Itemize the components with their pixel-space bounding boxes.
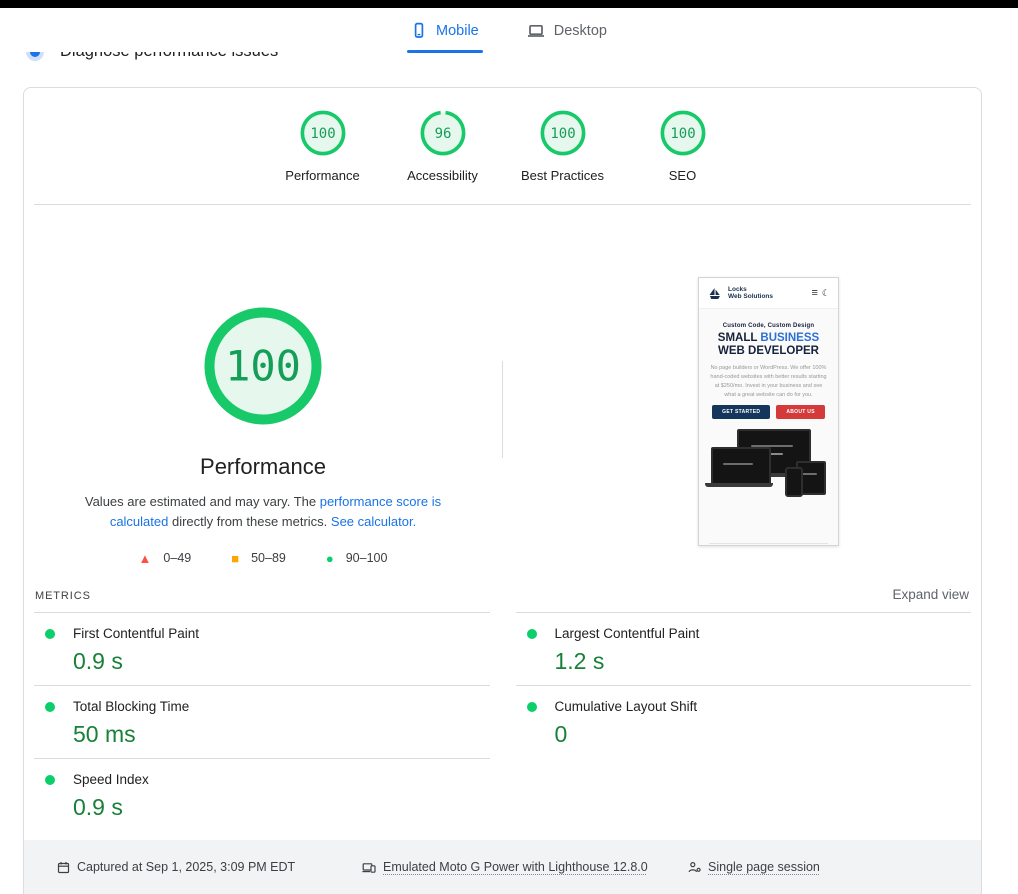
calendar-icon [57,861,70,873]
dark-mode-moon-icon: ☾ [821,287,830,298]
metrics-heading: METRICS [35,590,91,602]
metric-empty-cell [516,758,972,831]
legend-range: 90–100 [345,551,388,565]
top-black-bar [0,0,1018,8]
desktop-icon [527,24,544,37]
metric-value: 0.9 s [73,794,123,820]
metric-largest-contentful-paint: Largest Contentful Paint 1.2 s [515,612,971,685]
metric-first-contentful-paint: First Contentful Paint 0.9 s [34,612,490,685]
expand-view-button[interactable]: Expand view [892,587,969,602]
metric-name: Speed Index [73,772,149,787]
score-gauge-icon: 100 [540,110,585,156]
gauge-best-practices[interactable]: 100 Best Practices [503,109,623,183]
triangle-icon: ▲ [138,550,152,566]
performance-heading: Performance [200,454,326,479]
pass-dot-icon [45,701,55,712]
thumb-buttons-row: GET STARTED ABOUT US [699,404,838,419]
metric-name: Largest Contentful Paint [554,626,700,641]
metrics-header-row: METRICS Expand view [24,586,981,602]
footer-emulated-device[interactable]: Emulated Moto G Power with Lighthouse 12… [362,852,688,883]
metric-value: 1.2 s [554,648,605,674]
legend-average: ■ 50–89 [231,551,286,565]
category-scores-row: 100 Performance 96 Accessibility 100 Be [24,88,981,183]
metric-value: 0 [554,721,568,747]
gauge-label: Best Practices [520,168,605,183]
section-divider [34,204,971,205]
thumb-site-header: Locks Web Solutions ≡ ☾ [699,278,838,309]
thumb-eyebrow-heading: Custom Code, Custom Design [722,323,815,329]
screenshot-panel: Locks Web Solutions ≡ ☾ Custom Code, Cus… [502,205,981,546]
gauge-accessibility[interactable]: 96 Accessibility [383,109,503,183]
svg-text:100: 100 [670,126,695,142]
hamburger-menu-icon: ≡ [811,287,818,299]
legend-fail: ▲ 0–49 [139,551,192,565]
legend-range: 50–89 [251,551,286,565]
metric-speed-index: Speed Index 0.9 s [34,758,490,831]
pass-dot-icon [526,628,537,639]
gauge-seo[interactable]: 100 SEO [623,109,743,183]
svg-text:100: 100 [550,126,575,142]
performance-overview: 100 Performance Values are estimated and… [24,205,981,586]
gauge-label: Accessibility [407,168,478,183]
tab-mobile[interactable]: Mobile [405,16,485,53]
page-screenshot-thumbnail[interactable]: Locks Web Solutions ≡ ☾ Custom Code, Cus… [698,277,839,546]
metric-total-blocking-time: Total Blocking Time 50 ms [34,685,490,758]
lighthouse-report-card: 100 Performance 96 Accessibility 100 Be [23,87,982,894]
metric-value: 0.9 s [73,648,123,674]
tab-desktop[interactable]: Desktop [521,16,613,53]
footer-session-type[interactable]: Single page session [688,852,981,883]
score-gauge-icon: 96 [420,110,465,156]
see-calculator-link[interactable]: See calculator. [330,514,417,529]
metric-value: 50 ms [73,721,136,747]
performance-gauge-panel: 100 Performance Values are estimated and… [24,205,502,565]
metric-name: Cumulative Layout Shift [554,699,698,714]
score-description: Values are estimated and may vary. The p… [62,492,464,532]
score-legend: ▲ 0–49 ■ 50–89 ● 90–100 [24,551,502,565]
description-text: directly from these metrics. [168,514,331,529]
score-calculated-link[interactable]: performance score is calculated [109,494,442,529]
active-tab-underline [407,49,483,53]
devices-icon [362,862,376,873]
device-tabs-bar: Mobile Desktop [0,8,1018,53]
legend-range: 0–49 [163,551,192,565]
thumb-hero-paragraph: No page builders or WordPress. We offer … [710,365,827,398]
gauge-label: Performance [285,168,360,183]
svg-text:100: 100 [310,126,335,142]
thumb-devices-image [699,428,838,517]
metric-name: Total Blocking Time [73,699,190,714]
thumb-hero-title: SMALL BUSINESS WEB DEVELOPER [717,332,820,358]
vertical-divider [502,361,503,458]
svg-text:100: 100 [225,342,301,391]
svg-text:96: 96 [434,126,451,142]
tab-mobile-label: Mobile [436,22,479,39]
metric-name: First Contentful Paint [73,626,200,641]
metrics-grid: First Contentful Paint 0.9 s Largest Con… [34,612,971,831]
footer-captured-at: Captured at Sep 1, 2025, 3:09 PM EDT [57,852,362,883]
thumb-get-started-button: GET STARTED [712,404,771,419]
thumb-about-us-button: ABOUT US [776,404,825,419]
square-icon: ■ [231,550,240,566]
thumb-divider [709,542,828,544]
gauge-performance[interactable]: 100 Performance [263,109,383,183]
tab-desktop-label: Desktop [553,22,607,39]
person-icon [688,861,701,872]
mobile-icon [414,22,424,38]
metric-cumulative-layout-shift: Cumulative Layout Shift 0 [515,685,971,758]
pass-dot-icon [45,774,55,785]
pass-dot-icon [45,628,55,639]
site-logo-text: Locks Web Solutions [728,285,774,300]
circle-icon: ● [325,550,334,566]
performance-score-gauge-icon[interactable]: 100 [204,307,322,425]
gauge-label: SEO [668,168,697,183]
description-text: Values are estimated and may vary. The [84,494,320,509]
score-gauge-icon: 100 [660,110,705,156]
score-gauge-icon: 100 [300,110,345,156]
legend-pass: ● 90–100 [326,551,388,565]
report-footer: Captured at Sep 1, 2025, 3:09 PM EDT Ini… [24,840,981,894]
device-tabs: Mobile Desktop [0,8,1018,53]
site-logo-icon [709,287,720,299]
pass-dot-icon [526,701,537,712]
